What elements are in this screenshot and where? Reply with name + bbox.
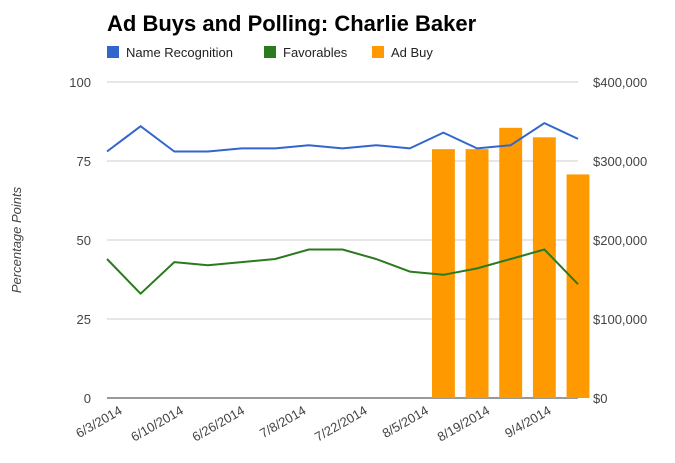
legend-label-favorables: Favorables — [283, 45, 348, 60]
ad-buy-bars — [431, 127, 590, 399]
y-tick-label: 75 — [77, 154, 91, 169]
series-lines — [106, 122, 579, 295]
y-axis-label: Percentage Points — [9, 186, 24, 293]
x-tick-label: 7/8/2014 — [257, 403, 308, 441]
ad-buy-bar — [465, 149, 489, 398]
x-tick-label: 6/3/2014 — [73, 403, 124, 441]
y-tick-label: 0 — [84, 391, 91, 406]
x-tick-label: 7/22/2014 — [312, 403, 370, 445]
legend: Name Recognition Favorables Ad Buy — [107, 45, 433, 60]
y-tick-label: 25 — [77, 312, 91, 327]
x-tick-label: 8/19/2014 — [435, 403, 493, 445]
y2-tick-label: $0 — [593, 391, 607, 406]
legend-swatch-favorables — [264, 46, 276, 58]
ad-buy-bar — [499, 127, 523, 398]
series-line-favorables — [106, 248, 579, 295]
ad-buy-bar — [532, 137, 556, 399]
y2-tick-label: $100,000 — [593, 312, 647, 327]
legend-label-ad-buy: Ad Buy — [391, 45, 433, 60]
x-axis-ticks: 6/3/2014 6/10/2014 6/26/2014 7/8/2014 7/22/2… — [73, 403, 553, 445]
x-tick-label: 9/4/2014 — [502, 403, 553, 441]
y2-tick-label: $200,000 — [593, 233, 647, 248]
y-axis-ticks: 0 25 50 75 100 — [69, 75, 91, 406]
y2-tick-label: $400,000 — [593, 75, 647, 90]
x-tick-label: 8/5/2014 — [380, 403, 431, 441]
y2-axis-ticks: $0 $100,000 $200,000 $300,000 $400,000 — [593, 75, 647, 406]
ad-buy-bar — [431, 149, 455, 398]
y-tick-label: 50 — [77, 233, 91, 248]
y-tick-label: 100 — [69, 75, 91, 90]
ad-buy-bar — [566, 174, 590, 398]
legend-swatch-ad-buy — [372, 46, 384, 58]
x-tick-label: 6/10/2014 — [128, 403, 186, 445]
legend-label-name-recognition: Name Recognition — [126, 45, 233, 60]
x-tick-label: 6/26/2014 — [189, 403, 247, 445]
legend-swatch-name-recognition — [107, 46, 119, 58]
chart-title: Ad Buys and Polling: Charlie Baker — [107, 11, 477, 36]
y2-tick-label: $300,000 — [593, 154, 647, 169]
series-line-name-recognition — [106, 122, 579, 153]
